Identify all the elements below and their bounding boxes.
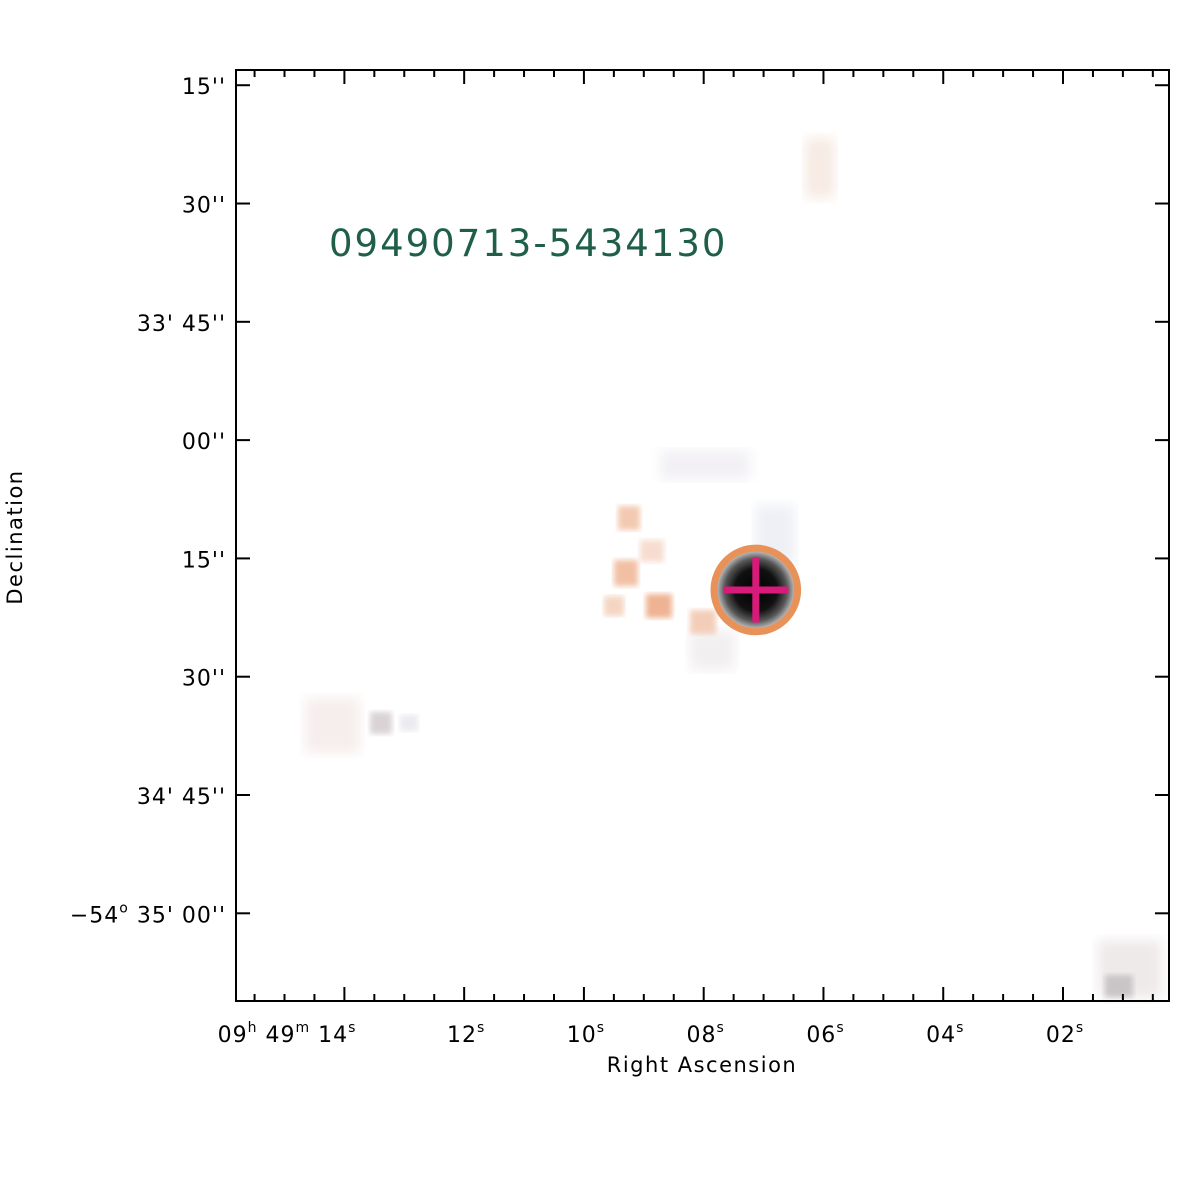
x-axis-title: Right Ascension [607,1053,798,1077]
x-tick-label: 12s [447,1020,485,1048]
faint-blob-left-edge [400,715,418,731]
x-axis-tick-labels: 09h 49m 14s 12s 10s 08s 06s 04s 02s [218,1020,1084,1048]
y-axis-title: Declination [3,469,27,604]
y-axis-tick-labels: 15'' 30'' 33' 45'' 00'' 15'' 30'' 34' 45'' −54o… [70,75,226,928]
y-tick-label: 30'' [182,667,226,692]
faint-blob-top [805,138,835,198]
x-tick-label: 04s [926,1020,964,1048]
y-tick-label: 34' 45'' [137,785,226,810]
orange-speck-3 [646,594,672,618]
faint-blob-left [305,698,360,753]
orange-speck-1 [618,506,640,530]
faint-blob-corner-core [1105,975,1133,997]
x-tick-label: 06s [806,1020,844,1048]
x-axis-ticks [253,70,1154,1001]
y-tick-label: 15'' [182,75,226,100]
orange-speck-5 [690,610,716,634]
y-tick-label: −54o 35' 00'' [70,900,226,928]
y-tick-label: 33' 45'' [137,312,226,337]
x-tick-label-first: 09h 49m 14s [218,1020,357,1048]
target-source [710,544,802,636]
halo-top [660,450,750,480]
plot-frame [235,69,1170,1002]
y-axis-ticks [236,84,1169,915]
faint-emission-layer [305,138,1162,998]
source-title: 09490713-5434130 [329,222,727,265]
orange-speck-4 [604,596,624,616]
x-tick-label: 10s [567,1020,605,1048]
orange-speck-6 [640,540,664,562]
faint-blob-left-core [370,712,392,734]
y-tick-label: 00'' [182,430,226,455]
x-tick-label: 08s [687,1020,725,1048]
y-tick-label: 30'' [182,194,226,219]
orange-speck-2 [614,560,638,586]
x-tick-label: 02s [1046,1020,1084,1048]
aperture-circle [710,544,802,636]
halo-bottom [690,630,735,670]
y-tick-label: 15'' [182,548,226,573]
